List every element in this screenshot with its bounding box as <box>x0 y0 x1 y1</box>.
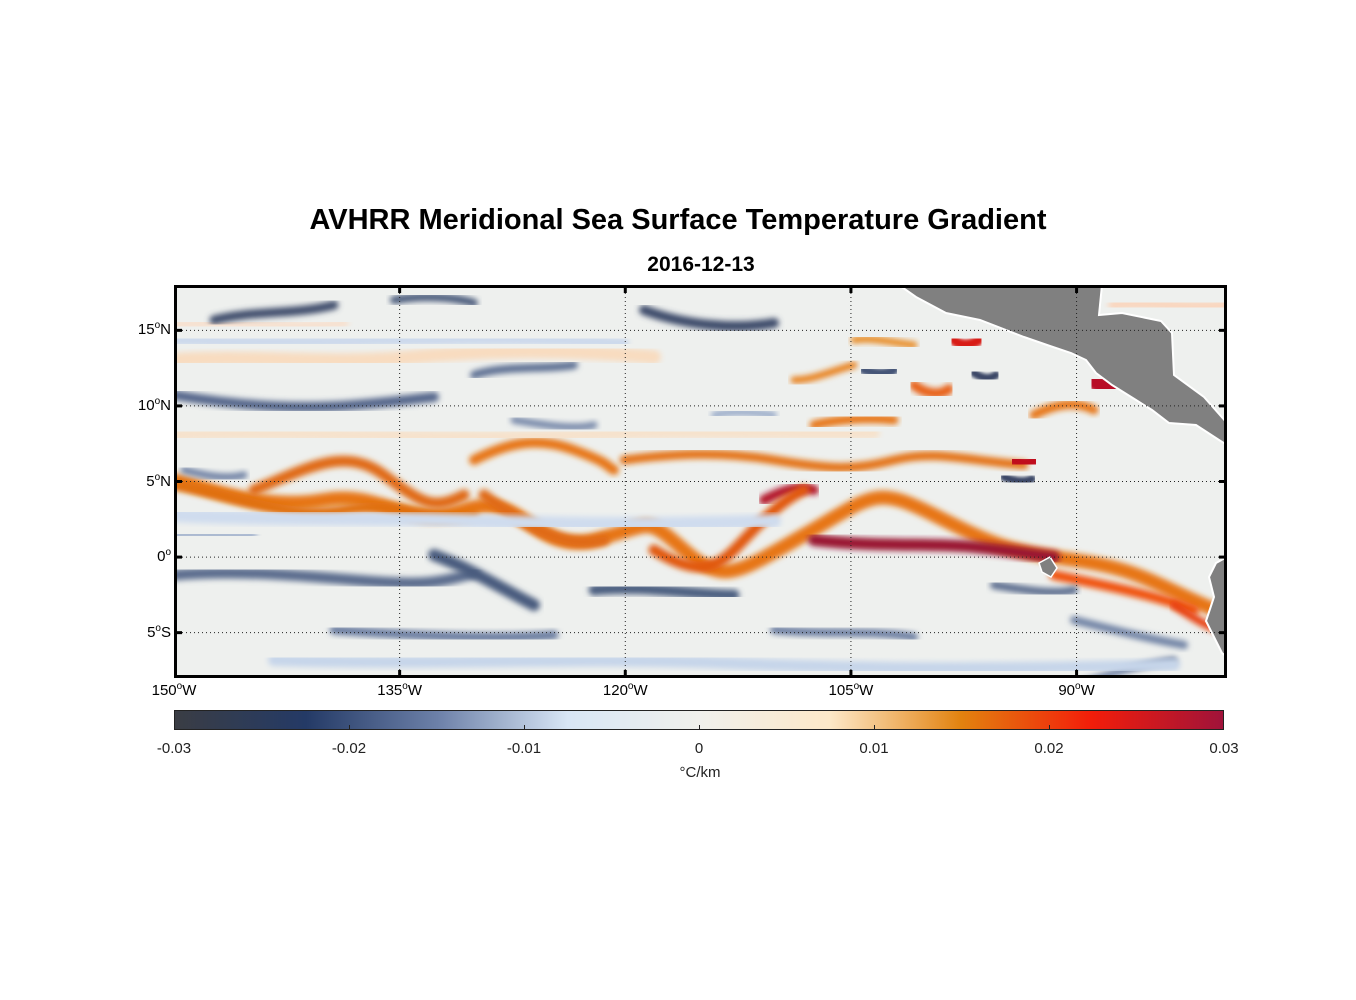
lon-label: 120oW <box>602 681 648 700</box>
gradient-band <box>648 484 810 573</box>
axis-ticks <box>174 285 1227 678</box>
gradient-band <box>850 335 918 349</box>
gradient-band <box>1000 473 1036 486</box>
gradient-band <box>1029 400 1099 420</box>
gradient-band <box>209 300 339 325</box>
gradient-band <box>990 581 1078 597</box>
colorbar-tick <box>874 725 875 730</box>
gradient-band <box>949 335 984 350</box>
gradient-band <box>174 531 257 539</box>
colorbar-tick <box>1223 725 1224 730</box>
gradient-band <box>180 466 248 481</box>
lat-label: 0o <box>157 547 171 566</box>
lon-label: 105oW <box>828 681 874 700</box>
lat-label: 10oN <box>137 395 171 414</box>
gradient-band <box>619 449 1029 472</box>
colorbar-tick <box>699 725 700 730</box>
gradient-band <box>174 344 661 368</box>
lon-label: 135oW <box>377 681 423 700</box>
gradient-band <box>470 361 578 379</box>
gradient-band <box>268 654 1180 675</box>
colorbar-tick <box>524 725 525 730</box>
gradient-band <box>1070 616 1188 649</box>
gradient-band <box>174 318 349 331</box>
gradient-band <box>510 416 598 431</box>
gradient-band <box>970 369 1000 382</box>
colorbar-tick <box>349 725 350 730</box>
gradient-band <box>174 508 781 531</box>
sst-gradient-map <box>174 285 1227 678</box>
lat-label: 5oN <box>146 471 171 490</box>
map-panel <box>174 285 1227 678</box>
colorbar-tick <box>1049 725 1050 730</box>
colorbar-tick-label: 0.02 <box>1034 740 1064 757</box>
gradient-band <box>909 380 954 399</box>
gradient-band <box>329 625 559 642</box>
chart-title: AVHRR Meridional Sea Surface Temperature… <box>309 204 1047 236</box>
lon-label: 90oW <box>1058 681 1095 700</box>
colorbar-units: °C/km <box>679 764 721 781</box>
land-mexico-central-america <box>897 285 1227 447</box>
gradient-band <box>808 534 1060 563</box>
land-galapagos <box>1038 556 1058 578</box>
chart-subtitle: 2016-12-13 <box>647 253 755 276</box>
gradient-band <box>1008 454 1040 470</box>
gradient-band <box>639 305 779 332</box>
colorbar-tick-label: -0.02 <box>331 740 367 757</box>
lat-label: 15oN <box>137 320 171 339</box>
gradient-band <box>790 361 858 384</box>
colorbar-tick-label: -0.03 <box>156 740 192 757</box>
gradient-band <box>248 455 470 509</box>
ocean-background <box>174 285 1227 678</box>
colorbar-tick-label: 0.01 <box>859 740 889 757</box>
lon-label: 150oW <box>151 681 197 700</box>
gradient-band <box>469 437 619 475</box>
gradient-band <box>174 334 629 348</box>
gradient-band <box>588 583 740 601</box>
gradient-band <box>711 409 777 418</box>
lat-label: 5oS <box>147 622 171 641</box>
gradient-band <box>859 365 899 378</box>
gradient-band <box>809 414 899 430</box>
gradient-band <box>390 293 478 307</box>
gradient-band <box>1108 297 1227 313</box>
gradient-band <box>174 426 880 443</box>
gradient-band <box>174 567 480 589</box>
colorbar-tick-label: 0 <box>694 740 704 757</box>
gradient-band <box>428 549 540 611</box>
gradient-band <box>759 483 819 505</box>
gradient-band <box>174 390 439 412</box>
colorbar-tick-label: 0.03 <box>1209 740 1239 757</box>
colorbar-tick <box>174 725 175 730</box>
gradient-band <box>478 489 610 548</box>
gradient-field <box>174 293 1227 678</box>
colorbar-tick-label: -0.01 <box>506 740 542 757</box>
gradient-band <box>770 626 918 641</box>
graticule <box>174 285 1227 678</box>
